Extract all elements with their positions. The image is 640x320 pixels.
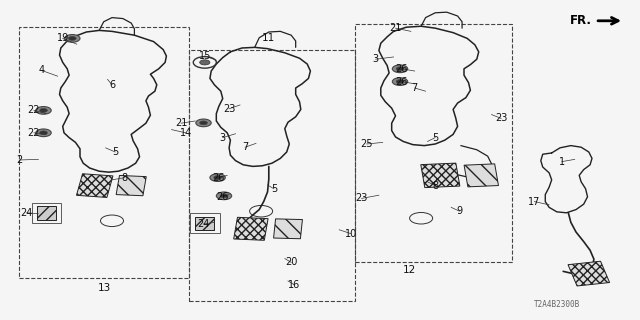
Text: 23: 23 [355, 193, 368, 204]
Text: 12: 12 [403, 265, 416, 276]
Text: 25: 25 [360, 139, 373, 149]
Bar [464, 164, 499, 187]
Bar [420, 163, 460, 188]
Circle shape [65, 35, 80, 42]
Circle shape [396, 67, 404, 71]
Circle shape [210, 174, 225, 181]
Circle shape [214, 176, 221, 180]
Bar [273, 219, 303, 239]
Bar [195, 217, 214, 230]
Bar [234, 217, 268, 240]
Text: 7: 7 [412, 83, 418, 93]
Bar [189, 50, 355, 301]
Bar [32, 203, 61, 223]
Text: 21: 21 [175, 118, 188, 128]
Circle shape [196, 119, 211, 127]
Text: 26: 26 [396, 76, 408, 87]
Text: 5: 5 [432, 132, 438, 143]
Text: 19: 19 [56, 33, 69, 44]
Bar [19, 27, 189, 278]
Text: 3: 3 [372, 54, 379, 64]
Text: 23: 23 [223, 104, 236, 114]
Circle shape [392, 78, 408, 85]
Text: 8: 8 [432, 180, 438, 191]
Circle shape [220, 194, 228, 198]
Text: 6: 6 [109, 80, 115, 90]
Text: 16: 16 [288, 280, 301, 290]
Text: 20: 20 [285, 257, 298, 268]
Circle shape [36, 107, 51, 114]
Text: 22: 22 [28, 105, 40, 116]
Circle shape [68, 36, 76, 40]
Circle shape [200, 60, 210, 65]
Bar [190, 213, 220, 233]
Bar [568, 261, 610, 286]
Text: 17: 17 [528, 196, 541, 207]
Bar [116, 175, 147, 196]
Circle shape [392, 65, 408, 73]
Text: 1: 1 [559, 156, 565, 167]
Circle shape [216, 192, 232, 200]
Circle shape [40, 108, 47, 112]
Text: 7: 7 [242, 142, 248, 152]
Text: 15: 15 [198, 51, 211, 61]
Text: 26: 26 [396, 64, 408, 74]
Text: 4: 4 [38, 65, 45, 76]
Text: 14: 14 [179, 128, 192, 138]
Bar [355, 24, 512, 262]
Bar [37, 206, 56, 220]
Circle shape [36, 129, 51, 137]
Circle shape [40, 131, 47, 135]
Text: 11: 11 [262, 33, 275, 44]
Text: 24: 24 [20, 208, 33, 218]
Text: 21: 21 [389, 23, 402, 33]
Text: 24: 24 [197, 219, 210, 229]
Text: 5: 5 [271, 184, 277, 194]
Circle shape [396, 80, 404, 84]
Text: FR.: FR. [570, 14, 592, 27]
Bar [77, 174, 113, 197]
Text: 26: 26 [212, 172, 225, 183]
Text: 22: 22 [28, 128, 40, 138]
Text: 8: 8 [122, 172, 128, 183]
Text: 10: 10 [344, 228, 357, 239]
Text: 9: 9 [456, 206, 463, 216]
Text: T2A4B2300B: T2A4B2300B [534, 300, 580, 309]
Text: 23: 23 [495, 113, 508, 124]
Text: 2: 2 [16, 155, 22, 165]
Text: 5: 5 [112, 147, 118, 157]
Text: 26: 26 [216, 192, 229, 202]
Circle shape [200, 121, 207, 125]
Text: 3: 3 [220, 132, 226, 143]
Text: 13: 13 [98, 283, 111, 293]
